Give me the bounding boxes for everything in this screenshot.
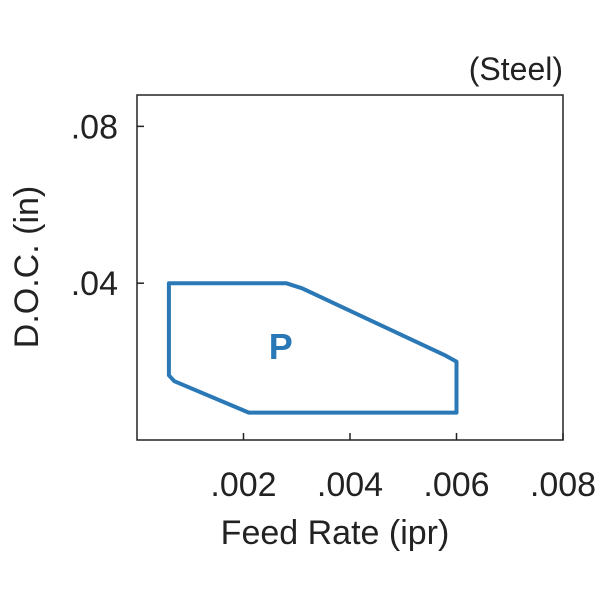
y-tick-label-0: .04 (71, 265, 118, 303)
x-axis: .002 .004 .006 .008 (210, 433, 596, 504)
material-note: (Steel) (469, 51, 563, 87)
x-axis-title: Feed Rate (ipr) (221, 514, 450, 552)
x-tick-label-0: .002 (210, 466, 276, 504)
x-tick-label-2: .006 (423, 466, 489, 504)
region-outline-p (166, 281, 459, 415)
region-label-p: P (269, 326, 293, 367)
y-axis: .04 .08 (71, 108, 144, 303)
x-tick-label-1: .004 (317, 466, 383, 504)
y-axis-title: D.O.C. (in) (8, 186, 46, 348)
series-group: P (166, 281, 459, 415)
plot-frame (136, 94, 564, 441)
y-tick-label-1: .08 (71, 108, 118, 146)
x-tick-label-3: .008 (530, 466, 596, 504)
